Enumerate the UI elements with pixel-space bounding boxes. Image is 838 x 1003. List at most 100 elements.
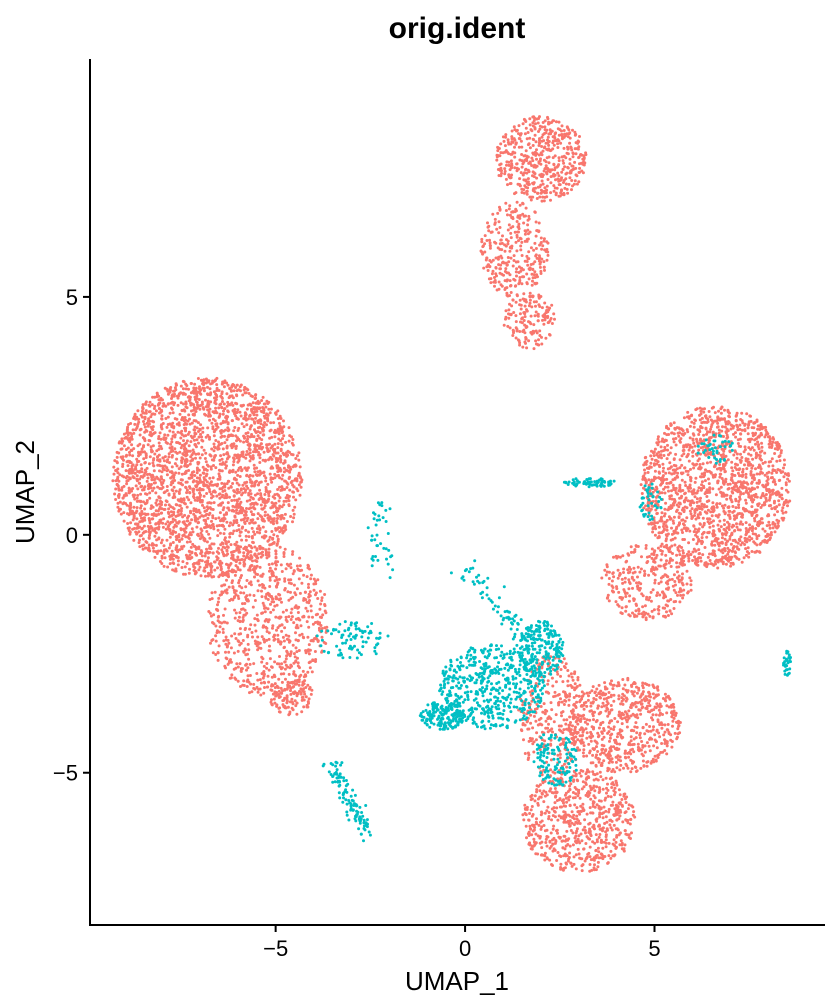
data-point (243, 558, 247, 562)
data-point (220, 405, 224, 409)
data-point (261, 657, 265, 661)
data-point (236, 438, 240, 442)
data-point (218, 593, 222, 597)
data-point (680, 518, 684, 522)
data-point (290, 435, 293, 439)
data-point (508, 302, 511, 306)
data-point (523, 259, 527, 263)
data-point (195, 426, 199, 430)
data-point (169, 543, 172, 547)
data-point (293, 591, 297, 595)
data-point (277, 437, 281, 441)
data-point (569, 145, 573, 149)
data-point (306, 609, 309, 613)
data-point (291, 643, 295, 647)
data-point (537, 221, 541, 225)
data-point (544, 160, 548, 164)
data-point (268, 472, 272, 476)
data-point (231, 463, 235, 467)
data-point (135, 496, 139, 500)
data-point (257, 419, 261, 422)
data-point (267, 668, 271, 672)
data-point (524, 126, 528, 130)
data-point (171, 411, 175, 415)
data-point (138, 477, 142, 481)
data-point (219, 519, 223, 522)
data-point (292, 670, 296, 674)
data-point (236, 555, 240, 559)
data-point (522, 311, 526, 315)
data-point (277, 577, 281, 581)
data-point (131, 454, 135, 458)
data-point (193, 498, 197, 502)
data-point (163, 556, 167, 560)
data-point (217, 472, 221, 476)
data-point (568, 131, 572, 135)
data-point (245, 579, 249, 582)
data-point (543, 125, 547, 129)
data-point (234, 593, 238, 597)
data-point (535, 273, 539, 277)
data-point (226, 501, 230, 505)
data-point (238, 643, 242, 647)
data-point (528, 301, 532, 305)
data-point (709, 427, 713, 431)
data-point (507, 308, 511, 312)
data-point (306, 635, 310, 639)
data-point (273, 682, 277, 686)
data-point (174, 489, 178, 493)
data-point (249, 506, 253, 510)
data-point (216, 600, 220, 604)
data-point (293, 699, 297, 703)
data-point (220, 584, 224, 588)
data-point (517, 145, 521, 149)
data-point (519, 248, 523, 252)
data-point (532, 115, 536, 119)
data-point (749, 419, 753, 423)
data-point (533, 127, 537, 131)
data-point (271, 597, 275, 601)
data-point (141, 537, 145, 541)
data-point (515, 294, 519, 298)
data-point (559, 191, 563, 195)
data-point (269, 428, 273, 432)
data-point (238, 385, 242, 389)
data-point (256, 483, 260, 487)
data-point (229, 658, 232, 662)
data-point (277, 689, 281, 693)
data-point (224, 553, 228, 557)
data-point (254, 629, 258, 633)
data-point (248, 489, 252, 493)
data-point (289, 582, 293, 586)
data-point (517, 124, 521, 128)
data-point (199, 574, 203, 578)
data-point (243, 386, 247, 389)
data-point (245, 519, 249, 523)
data-point (241, 483, 245, 487)
data-point (734, 555, 738, 559)
data-point (287, 634, 291, 638)
data-point (537, 254, 541, 258)
data-point (532, 248, 536, 252)
data-point (540, 190, 544, 194)
data-point (115, 455, 119, 459)
data-point (254, 501, 258, 505)
data-point (700, 480, 704, 484)
data-point (197, 559, 201, 563)
data-point (262, 670, 266, 674)
data-point (302, 573, 306, 577)
data-point (504, 201, 508, 205)
data-point (570, 179, 574, 182)
data-point (253, 623, 257, 627)
data-point (245, 546, 249, 549)
data-point (242, 684, 246, 687)
data-point (206, 408, 210, 412)
data-point (231, 482, 235, 485)
data-point (159, 541, 163, 545)
data-point (143, 507, 147, 511)
data-point (292, 490, 295, 494)
data-point (208, 598, 212, 601)
data-point (294, 674, 298, 678)
data-point (320, 596, 324, 600)
data-point (512, 125, 516, 129)
